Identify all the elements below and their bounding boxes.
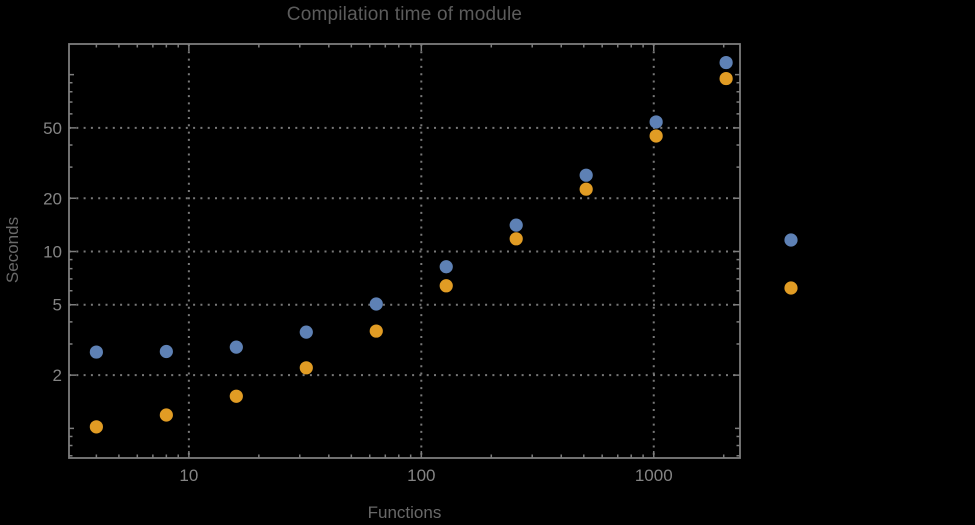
y-tick-label: 50 — [43, 119, 62, 138]
series-orange-point — [579, 182, 593, 196]
series-orange-point — [719, 71, 733, 86]
series-orange-point — [159, 408, 173, 422]
y-tick-label: 10 — [43, 243, 62, 262]
series-blue-point — [159, 344, 173, 359]
series-blue-point — [89, 345, 103, 359]
series-orange-point — [89, 420, 103, 434]
x-tick-label: 100 — [407, 466, 435, 485]
series-orange-point — [229, 389, 243, 403]
series-orange-point — [439, 279, 453, 293]
y-tick-label: 2 — [53, 366, 62, 385]
x-tick-label: 1000 — [635, 466, 673, 485]
legend-marker-blue — [784, 233, 798, 247]
x-tick-label: 10 — [179, 466, 198, 485]
series-blue-point — [299, 325, 313, 339]
y-tick-label: 5 — [53, 296, 62, 315]
series-orange-point — [299, 361, 313, 375]
series-orange-point — [369, 324, 383, 338]
y-tick-label: 20 — [43, 189, 62, 208]
series-orange-point — [649, 129, 663, 143]
chart-title: Compilation time of module — [286, 4, 523, 25]
y-axis-label: Seconds — [3, 216, 22, 284]
legend-marker-orange — [784, 281, 798, 295]
series-blue-point — [649, 115, 663, 129]
series-blue-point — [369, 297, 383, 311]
series-orange-point — [509, 232, 523, 246]
series-blue-point — [439, 260, 453, 274]
series-blue-point — [509, 218, 523, 232]
series-blue-point — [719, 55, 733, 70]
series-blue-point — [579, 168, 593, 182]
x-axis-label: Functions — [367, 503, 442, 522]
series-blue-point — [229, 340, 243, 354]
